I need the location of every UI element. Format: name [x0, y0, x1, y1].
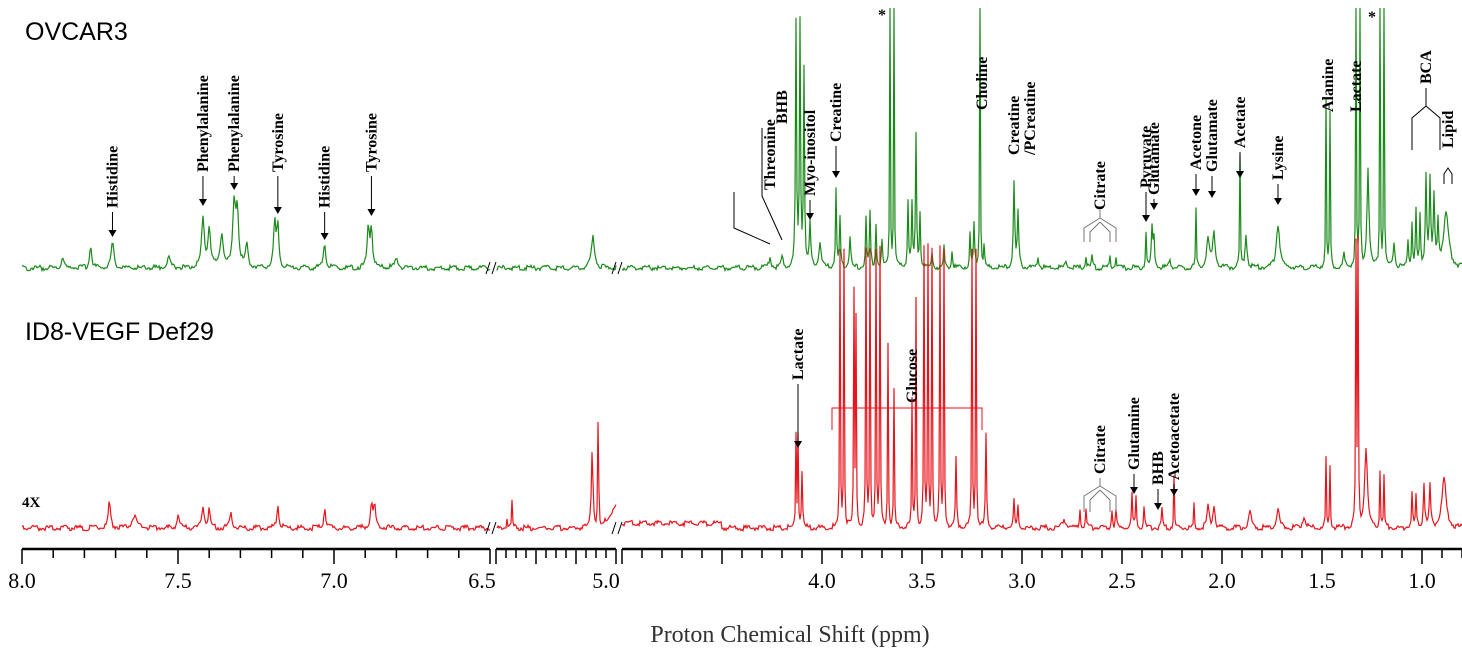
id8-panel: ID8-VEGF Def29 4X Lactate Glucose Citrate G… [21, 235, 1462, 533]
ovcar3-peak-annotations: Histidine Phenylalanine Phenylalanine Tyros… [104, 7, 1457, 245]
bca-bracket [1411, 88, 1441, 150]
peak-annotation: * [878, 7, 886, 24]
peak-annotation: Creatine [828, 83, 845, 142]
id8-sample-label: ID8-VEGF Def29 [25, 318, 214, 346]
peak-annotation: Lipid [1440, 111, 1457, 148]
x-tick-label: 2.0 [1208, 568, 1236, 593]
annotation-arrowhead [794, 441, 802, 448]
peak-annotation: * [1368, 9, 1376, 26]
x-tick-label: 3.5 [908, 568, 936, 593]
axis-break-mark [485, 521, 497, 535]
peak-annotation: /PCreatine [1022, 82, 1039, 156]
annotation-arrowhead [198, 199, 207, 206]
axis-break-mark [611, 521, 623, 535]
x-tick-label: 7.0 [320, 568, 348, 593]
peak-annotation: Acetoacetate [1166, 393, 1183, 480]
annotation-arrowhead [1274, 198, 1282, 205]
peak-annotation: Phenylalanine [226, 75, 243, 172]
x-tick-label: 5.0 [592, 568, 620, 593]
ovcar3-sample-label: OVCAR3 [25, 18, 128, 46]
annotation-arrowhead [1208, 191, 1216, 198]
peak-annotation: Histidine [317, 146, 334, 208]
annotation-arrowhead [1154, 503, 1162, 510]
annotation-arrowhead [273, 207, 282, 214]
annotation-arrowhead [320, 233, 329, 240]
annotation-arrowhead [832, 171, 840, 178]
peak-annotation: Glutamate [1204, 99, 1221, 172]
peak-annotation: Creatine [1006, 96, 1023, 155]
x-tick-label: 2.5 [1108, 568, 1136, 593]
x-tick-label: 6.5 [468, 568, 496, 593]
x-tick-label: 1.0 [1408, 568, 1436, 593]
peak-annotation: Tyrosine [270, 113, 287, 172]
peak-annotation: Citrate [1092, 425, 1109, 474]
id8-spectrum-line [21, 235, 1462, 533]
x-tick-label: 4.0 [808, 568, 836, 593]
x-axis-title: Proton Chemical Shift (ppm) [650, 622, 929, 648]
annotation-arrowhead [1170, 489, 1178, 496]
threonine-bhb-leaders [733, 128, 783, 245]
peak-annotation: Acetone [1188, 115, 1205, 170]
peak-annotation: Choline [974, 57, 991, 110]
peak-annotation: Glutamine [1126, 397, 1143, 470]
annotation-arrowhead [1130, 487, 1138, 494]
scale-factor-label: 4X [22, 495, 41, 511]
peak-annotation: Lysine [1270, 136, 1287, 180]
peak-annotation: Phenylalanine [195, 75, 212, 172]
axis-break-mark [611, 261, 623, 275]
id8-peak-annotations: Lactate Glucose Citrate Glutamine BHB Acetoac… [790, 328, 1183, 512]
peak-annotation: Pyruvate [1138, 126, 1155, 188]
peak-annotation: Glutamate [1146, 122, 1163, 195]
peak-annotation: Threonine [762, 119, 779, 190]
peak-annotation: Lactate [1348, 60, 1365, 112]
peak-annotation: Myo-inositol [802, 109, 819, 196]
annotation-arrowhead [1192, 189, 1200, 196]
glucose-range-bracket [831, 400, 983, 430]
lipid-bracket [1443, 167, 1453, 184]
annotation-arrowhead [230, 183, 239, 190]
annotation-arrowhead [367, 209, 376, 216]
x-tick-label: 7.5 [164, 568, 192, 593]
x-tick-label: 3.0 [1008, 568, 1036, 593]
annotation-arrowhead [108, 230, 117, 237]
peak-annotation: Citrate [1092, 161, 1109, 210]
peak-annotation: BHB [1150, 451, 1167, 485]
axis-break-mark [485, 261, 497, 275]
annotation-arrowhead [1236, 171, 1244, 178]
peak-annotation: Histidine [104, 146, 121, 208]
ovcar3-panel: OVCAR3 Histidine Phenylalanine Phenylalani… [21, 7, 1462, 273]
x-tick-label: 8.0 [8, 568, 36, 593]
peak-annotation: Lactate [790, 328, 807, 380]
ovcar3-spectrum-line [21, 7, 1462, 273]
x-axis: 8.0 7.5 7.0 6.5 5.0 4.0 3.5 3.0 2.5 2.0 1.5 1.0 [8, 261, 1462, 593]
annotation-arrowhead [806, 213, 814, 220]
peak-annotation: Acetate [1232, 96, 1249, 148]
x-tick-label: 1.5 [1308, 568, 1336, 593]
peak-annotation: BHB [774, 90, 791, 124]
peak-annotation: BCA [1418, 50, 1435, 84]
peak-annotation: Glucose [904, 349, 921, 403]
annotation-arrowhead [1150, 203, 1158, 210]
peak-annotation: Alanine [1320, 59, 1337, 112]
annotation-arrowhead [1142, 215, 1150, 222]
citrate-bracket [1083, 210, 1117, 242]
peak-annotation: Tyrosine [363, 113, 380, 172]
citrate-bracket-id8 [1083, 478, 1117, 512]
